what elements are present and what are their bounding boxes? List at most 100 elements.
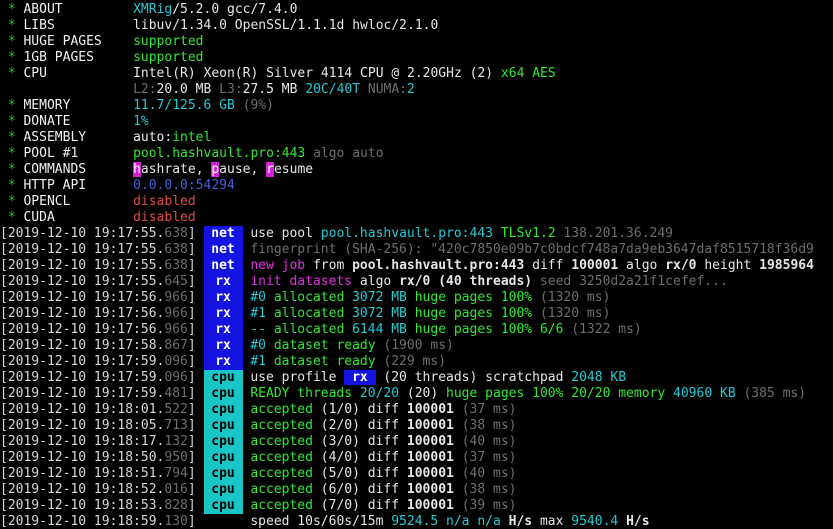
banner-value: XMRig [133, 2, 173, 17]
log-text: huge pages [406, 290, 501, 305]
log-line: [2019-12-10 19:17:59.096] rx #1 dataset … [0, 354, 833, 370]
banner-gutter [0, 194, 8, 209]
log-text: pool.hashvault.pro:443 [352, 258, 525, 273]
log-timestamp-ms: 713 [164, 418, 188, 433]
profile-value: 2048 KB [571, 370, 627, 385]
log-channel-badge-cpu: cpu [203, 434, 243, 450]
log-timestamp-close: ] [187, 258, 204, 273]
banner-row: * CPU Intel(R) Xeon(R) Silver 4114 CPU @… [0, 66, 833, 82]
log-timestamp-ms: 016 [164, 482, 188, 497]
log-timestamp-ms: 867 [164, 338, 188, 353]
log-text: (40 threads) [430, 274, 533, 289]
log-text: 100001 [406, 402, 454, 417]
log-channel-badge-cpu: cpu [203, 386, 243, 402]
log-text: #1 [250, 306, 266, 321]
log-timestamp-ms: 481 [164, 386, 188, 401]
log-text: init datasets [250, 274, 353, 289]
bullet-icon: * [7, 50, 16, 65]
log-timestamp: [2019-12-10 19:18:52. [0, 482, 165, 497]
log-timestamp-ms: 096 [164, 370, 188, 385]
log-channel-badge-net: net [203, 242, 243, 258]
log-text: huge pages [438, 386, 533, 401]
banner-value: (9%) [234, 98, 274, 113]
log-timestamp-close: ] [187, 354, 204, 369]
log-text: fingerprint (SHA-256): "420c7850e09b7c0b… [250, 242, 814, 257]
log-line: [2019-12-10 19:17:56.966] rx -- allocate… [0, 322, 833, 338]
log-timestamp: [2019-12-10 19:17:55. [0, 242, 165, 257]
log-text: 100% [500, 306, 533, 321]
log-text: 100% 6/6 [500, 322, 564, 337]
banner-row: L2:20.0 MB L3:27.5 MB 20C/40T NUMA:2 [0, 82, 833, 98]
log-text: 138.201.36.249 [555, 226, 674, 241]
bullet-icon: * [7, 210, 16, 225]
banner-row: * CUDA disabled [0, 210, 833, 226]
log-timestamp-close: ] [187, 498, 204, 513]
banner-row: * POOL #1 pool.hashvault.pro:443 algo au… [0, 146, 833, 162]
log-timestamp-close: ] [187, 514, 204, 529]
log-text: from [305, 258, 353, 273]
banner-gutter [0, 114, 8, 129]
banner-row: * MEMORY 11.7/125.6 GB (9%) [0, 98, 833, 114]
banner-value: L2: [133, 82, 157, 97]
log-text: diff [359, 402, 407, 417]
log-channel-badge-net: net [203, 258, 243, 274]
banner-gutter [0, 178, 8, 193]
banner-gutter [0, 66, 8, 81]
bullet-icon: * [7, 194, 16, 209]
log-text: accepted [250, 482, 313, 497]
banner-row: * ASSEMBLY auto:intel [0, 130, 833, 146]
log-line: [2019-12-10 19:18:59.130] speed 10s/60s/… [0, 514, 833, 529]
log-line: [2019-12-10 19:17:59.481] cpu READY thre… [0, 386, 833, 402]
log-channel-badge-cpu: cpu [203, 370, 243, 386]
log-timestamp-close: ] [187, 322, 204, 337]
log-text: (37 ms) [453, 450, 517, 465]
log-text: 100001 [571, 258, 619, 273]
log-line: [2019-12-10 19:17:56.966] rx #0 allocate… [0, 290, 833, 306]
log-text: accepted [250, 434, 313, 449]
log-channel-badge-rx: rx [203, 354, 243, 370]
log-text: H/s [500, 514, 533, 529]
banner-label: HUGE PAGES [15, 34, 134, 49]
log-text: -- [250, 322, 266, 337]
banner-gutter [0, 162, 8, 177]
banner-label: CPU [15, 66, 134, 81]
log-timestamp: [2019-12-10 19:17:55. [0, 226, 165, 241]
banner-gutter [0, 18, 8, 33]
profile-prefix: use profile [250, 370, 345, 385]
command-key: h [133, 162, 141, 177]
log-text: 3072 MB [352, 290, 407, 305]
log-timestamp-ms: 645 [164, 274, 188, 289]
bullet-icon: * [7, 18, 16, 33]
log-text: speed [250, 514, 290, 529]
profile-suffix: (20 threads) scratchpad [375, 370, 572, 385]
log-timestamp-ms: 966 [164, 290, 188, 305]
log-timestamp-close: ] [187, 306, 204, 321]
log-text: diff [359, 466, 407, 481]
bullet-icon: * [7, 34, 16, 49]
log-channel-badge-cpu: cpu [203, 418, 243, 434]
log-text: memory [610, 386, 674, 401]
log-text: #0 [250, 290, 266, 305]
banner-value: libuv/1.34.0 OpenSSL/1.1.1d hwloc/2.1.0 [133, 18, 439, 33]
log-text: (40 ms) [453, 434, 517, 449]
banner-value: 11.7/125.6 GB [133, 98, 235, 113]
banner-label: DONATE [15, 114, 134, 129]
log-timestamp-ms: 130 [164, 514, 188, 529]
log-timestamp-ms: 794 [164, 466, 188, 481]
log-text: accepted [250, 402, 313, 417]
log-text: use pool [250, 226, 321, 241]
log-timestamp-close: ] [187, 274, 204, 289]
log-channel-badge-cpu: cpu [203, 402, 243, 418]
log-text: (1320 ms) [532, 306, 611, 321]
log-channel-badge-rx: rx [203, 322, 243, 338]
log-text: (1320 ms) [532, 290, 611, 305]
log-timestamp: [2019-12-10 19:17:55. [0, 258, 165, 273]
log-text: (7/0) [312, 498, 360, 513]
banner-row: * 1GB PAGES supported [0, 50, 833, 66]
log-text: (38 ms) [453, 482, 517, 497]
log-channel-badge-net: net [203, 226, 243, 242]
log-timestamp: [2019-12-10 19:17:59. [0, 386, 165, 401]
bullet-icon: * [7, 98, 16, 113]
log-text: diff [524, 258, 572, 273]
